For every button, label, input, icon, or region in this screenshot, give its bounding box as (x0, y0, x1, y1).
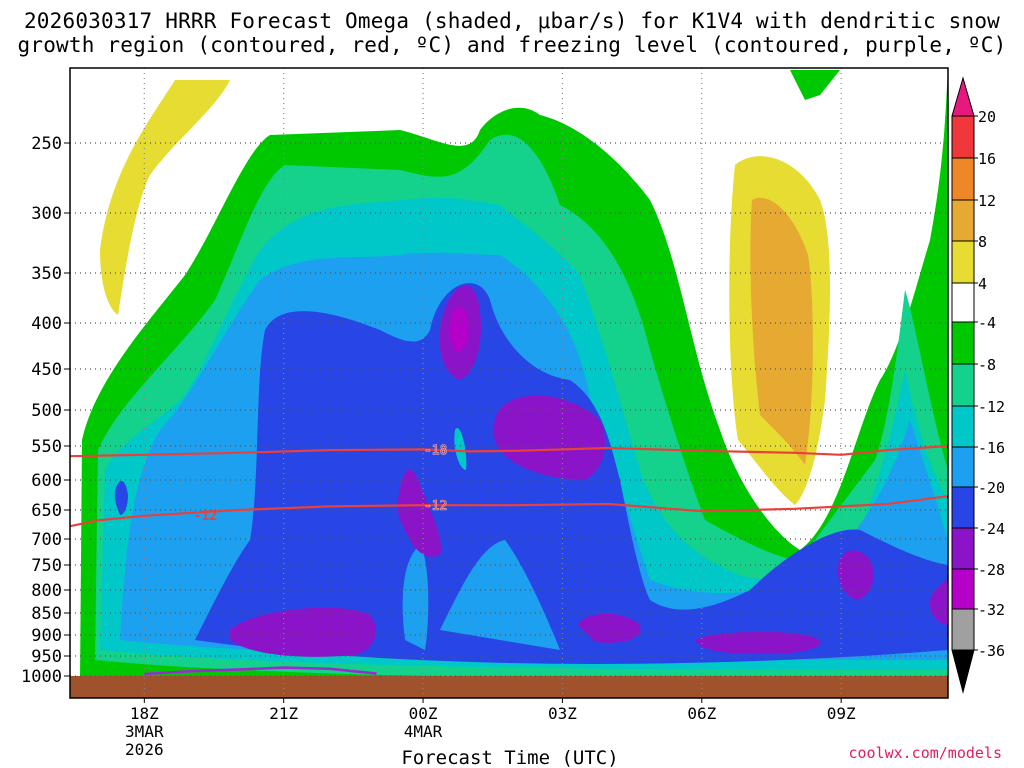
x-tick-label: 21Z (269, 704, 298, 723)
chart-title-line-1: 2026030317 HRRR Forecast Omega (shaded, … (23, 9, 1001, 33)
omega-region-yellow-upper-left (100, 80, 230, 315)
chart-title-line-2: growth region (contoured, red, ºC) and f… (17, 33, 1007, 57)
colorbar-bin (951, 282, 975, 323)
y-axis-ticks: 2503003504004505005506006507007508008509… (21, 134, 70, 687)
y-tick-label: 600 (31, 471, 62, 491)
y-tick-label: 350 (31, 264, 62, 284)
colorbar-label: -12 (978, 398, 1005, 416)
omega-region-cyan-inner (454, 428, 467, 470)
colorbar-bin (951, 527, 975, 570)
colorbar-bin (951, 115, 975, 159)
colorbar-label: -4 (978, 314, 996, 332)
colorbar-label: -20 (978, 479, 1005, 497)
y-tick-label: 850 (31, 604, 62, 624)
dendritic-growth-contours: -18 -12 -12 (70, 443, 948, 528)
colorbar-label: 4 (978, 275, 987, 293)
y-tick-label: 900 (31, 626, 62, 646)
omega-region-purple-low-left (230, 607, 376, 657)
y-tick-label: 950 (31, 647, 62, 667)
red-contour-label: -12 (194, 509, 217, 524)
red-contour--18 (70, 444, 948, 458)
x-tick-label: 3MAR (125, 722, 164, 741)
colorbar-bin (951, 405, 975, 448)
x-tick-label: 00Z (409, 704, 438, 723)
x-tick-label: 06Z (687, 704, 716, 723)
vertical-gridlines (143, 68, 842, 698)
omega-region-orange-right (750, 197, 813, 466)
y-tick-label: 250 (31, 134, 62, 154)
colorbar-bin (951, 608, 975, 651)
colorbar-label: 20 (978, 108, 996, 126)
omega-region-purple-mid (493, 395, 605, 480)
site-credit: coolwx.com/models (848, 744, 1002, 762)
colorbar: 20 16 12 8 4 -4 -8 -12 -16 -20 -24 -28 -32 -36 (951, 76, 1005, 694)
colorbar-bin-bottom (951, 649, 975, 694)
colorbar-bin-top (951, 76, 975, 117)
colorbar-bin (951, 363, 975, 407)
colorbar-label: -24 (978, 520, 1005, 538)
colorbar-label: -32 (978, 601, 1005, 619)
omega-region-purple-low-mid (578, 613, 641, 643)
omega-region-light-blue-slot (402, 545, 429, 650)
colorbar-bin (951, 199, 975, 242)
x-tick-label: 18Z (130, 704, 159, 723)
y-tick-label: 450 (31, 360, 62, 380)
colorbar-bin (951, 157, 975, 201)
freezing-level-line (144, 666, 377, 676)
colorbar-label: -28 (978, 561, 1005, 579)
colorbar-bin (951, 568, 975, 610)
colorbar-label: 12 (978, 192, 996, 210)
colorbar-bin (951, 486, 975, 529)
red-contour-label: -12 (424, 499, 447, 514)
omega-region-purple-low-right (695, 631, 821, 655)
y-tick-label: 400 (31, 314, 62, 334)
x-tick-label: 4MAR (404, 722, 443, 741)
freezing-level-contour (144, 666, 377, 676)
y-tick-label: 800 (31, 581, 62, 601)
red-contour--12 (70, 495, 948, 528)
plot-frame (69, 67, 949, 699)
omega-shading (70, 68, 948, 698)
colorbar-bin (951, 321, 975, 365)
y-tick-label: 550 (31, 437, 62, 457)
y-tick-label: 300 (31, 204, 62, 224)
colorbar-label: 16 (978, 150, 996, 168)
colorbar-bin (951, 446, 975, 488)
omega-region-purple-left (397, 469, 441, 557)
omega-region-purple-right-edge (929, 580, 948, 625)
colorbar-label: -36 (978, 642, 1005, 660)
colorbar-label: -16 (978, 439, 1005, 457)
x-tick-label: 09Z (827, 704, 856, 723)
omega-region-magenta-top (449, 306, 469, 352)
x-axis-label: Forecast Time (UTC) (401, 747, 618, 768)
y-tick-label: 700 (31, 530, 62, 550)
y-tick-label: 500 (31, 401, 62, 421)
omega-region-cyan-wedge (440, 540, 560, 650)
colorbar-label: 8 (978, 233, 987, 251)
omega-region-purple-right-upper (837, 550, 874, 600)
omega-region-blue-left-dot (114, 480, 128, 515)
ground-surface (70, 676, 948, 698)
omega-region-green-top-right (790, 70, 840, 100)
red-contour-label: -18 (424, 443, 448, 458)
colorbar-bin (951, 240, 975, 284)
y-tick-label: 750 (31, 556, 62, 576)
x-tick-label: 2026 (125, 740, 164, 759)
x-tick-label: 03Z (548, 704, 577, 723)
y-tick-label: 650 (31, 501, 62, 521)
colorbar-label: -8 (978, 356, 996, 374)
y-tick-label: 1000 (21, 667, 62, 687)
